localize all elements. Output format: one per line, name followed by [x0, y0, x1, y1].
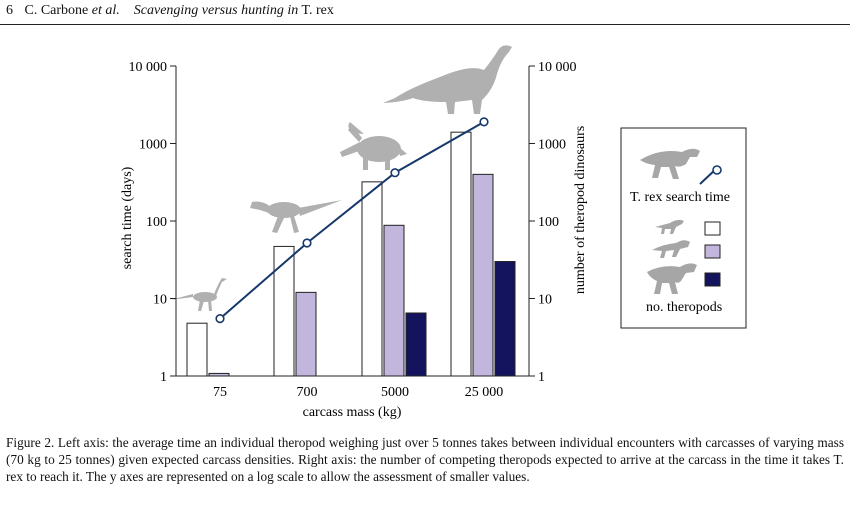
bar-medium-theropod — [208, 372, 230, 377]
trex-search-time-point — [215, 314, 225, 324]
x-tick-label: 75 — [213, 385, 227, 400]
bar-medium-theropod — [472, 173, 494, 377]
x-tick-label: 25 000 — [465, 385, 504, 400]
header-title: Scavenging versus hunting in — [133, 3, 299, 18]
trex-search-time-point — [390, 168, 400, 178]
trex-search-time-point — [302, 238, 312, 248]
header-authors: C. Carbone — [24, 3, 89, 18]
right-tick-label: 1000 — [538, 138, 566, 153]
sauropod-icon — [383, 45, 512, 115]
bar-small-theropod — [450, 131, 472, 377]
bar-large-theropod — [494, 261, 516, 377]
legend-swatch-large — [704, 272, 721, 287]
x-tick-label: 5000 — [381, 385, 409, 400]
figure-chart: 1 1 10 10 100 100 1000 1000 10 000 10 000 75 700 500… — [120, 45, 747, 420]
legend-swatch-medium — [704, 244, 721, 259]
left-tick-label: 10 — [153, 293, 167, 308]
legend-small-theropod-icon — [655, 219, 684, 234]
bar-small-theropod — [361, 181, 383, 377]
medium-theropod-icon — [250, 200, 342, 233]
left-tick-label: 1000 — [139, 138, 167, 153]
right-tick-label: 100 — [538, 215, 559, 230]
bar-small-theropod — [186, 322, 208, 377]
legend-swatch-small — [704, 221, 721, 236]
small-theropod-icon — [170, 278, 227, 311]
left-tick-label: 1 — [160, 370, 167, 385]
legend-large-theropod-icon — [647, 263, 697, 294]
right-axis-title: number of theropod dinosaurs — [573, 126, 588, 294]
header-etal: et al. — [91, 3, 120, 18]
x-axis-title: carcass mass (kg) — [303, 405, 402, 420]
legend-bars-label: no. theropods — [646, 300, 722, 315]
header-title-suffix: T. rex — [301, 3, 334, 18]
header-rule — [0, 24, 850, 25]
legend-medium-theropod-icon — [652, 240, 690, 258]
legend-trex-icon — [640, 148, 700, 179]
figure-caption: Figure 2. Left axis: the average time an… — [6, 435, 844, 484]
left-tick-label: 100 — [146, 215, 167, 230]
right-tick-label: 10 — [538, 293, 552, 308]
bar-medium-theropod — [383, 224, 405, 377]
trex-search-time-point — [479, 117, 489, 127]
left-axis-title: search time (days) — [120, 166, 135, 269]
x-tick-label: 700 — [297, 385, 318, 400]
bar-medium-theropod — [295, 291, 317, 377]
bar-large-theropod — [405, 312, 427, 377]
legend-line-label: T. rex search time — [630, 190, 730, 205]
running-header: 6 C. Carbone et al. Scavenging versus hu… — [6, 3, 334, 19]
page-number: 6 — [6, 3, 13, 18]
right-tick-label: 1 — [538, 370, 545, 385]
legend: T. rex search time no. theropods — [620, 127, 747, 329]
trex-search-time-line — [219, 121, 485, 320]
legend-line-marker — [712, 165, 722, 175]
right-tick-label: 10 000 — [538, 60, 577, 75]
bar-small-theropod — [273, 245, 295, 377]
ceratopsian-icon — [340, 122, 407, 170]
left-tick-label: 10 000 — [129, 60, 168, 75]
